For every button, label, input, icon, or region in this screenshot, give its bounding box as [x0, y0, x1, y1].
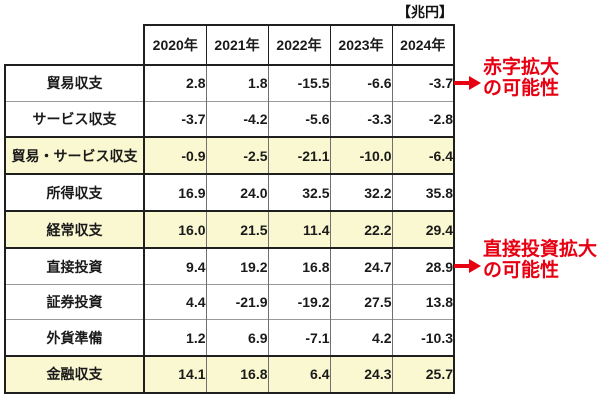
unit-label: 【兆円】: [397, 4, 453, 20]
table-row: 金融収支 14.1 16.8 6.4 24.3 25.7: [4, 354, 455, 395]
cell-value: 9.4: [144, 247, 207, 285]
header-row: 2020年 2021年 2022年 2023年 2024年: [5, 24, 455, 66]
table-row: 貿易・サービス収支 -0.9 -2.5 -21.1 -10.0 -6.4: [4, 136, 455, 175]
col-header-2020: 2020年: [143, 24, 207, 66]
cell-value: 35.8: [392, 173, 455, 212]
header-spacer: [5, 25, 144, 65]
row-label: サービス収支: [4, 100, 145, 138]
cell-value: 16.9: [144, 173, 207, 212]
cell-value: 13.8: [392, 283, 455, 320]
cell-value: -5.6: [268, 100, 331, 138]
row-label: 証券投資: [4, 283, 145, 320]
cell-value: 1.2: [144, 319, 207, 356]
annotation-deficit-expansion: 赤字拡大 の可能性: [483, 57, 559, 99]
table-row: 証券投資 4.4 -21.9 -19.2 27.5 13.8: [4, 283, 455, 320]
row-label: 経常収支: [4, 210, 145, 249]
table-row: サービス収支 -3.7 -4.2 -5.6 -3.3 -2.8: [4, 100, 455, 138]
row-label: 貿易・サービス収支: [4, 136, 145, 175]
cell-value: 28.9: [392, 247, 455, 285]
cell-value: -3.7: [144, 100, 207, 138]
table-row: 経常収支 16.0 21.5 11.4 22.2 29.4: [4, 210, 455, 249]
cell-value: -7.1: [268, 319, 331, 356]
cell-value: -2.5: [206, 136, 269, 175]
annotation-line: 赤字拡大: [483, 57, 560, 78]
cell-value: 6.9: [206, 319, 269, 356]
cell-value: -4.2: [206, 100, 269, 138]
row-label: 所得収支: [4, 173, 145, 212]
cell-value: -21.9: [206, 283, 269, 320]
cell-value: 16.8: [268, 247, 331, 285]
cell-value: 6.4: [268, 354, 331, 395]
annotation-line: の可能性: [483, 78, 560, 99]
table-row: 直接投資 9.4 19.2 16.8 24.7 28.9: [4, 247, 455, 285]
cell-value: -0.9: [144, 136, 207, 175]
arrow-right-icon: [454, 76, 481, 90]
col-header-2024: 2024年: [391, 24, 455, 66]
cell-value: -2.8: [392, 100, 455, 138]
table-row: 外貨準備 1.2 6.9 -7.1 4.2 -10.3: [4, 319, 455, 356]
annotation-direct-investment-expansion: 直接投資拡大 の可能性: [483, 239, 597, 281]
cell-value: 4.2: [330, 319, 393, 356]
cell-value: 24.3: [330, 354, 393, 395]
row-label: 貿易収支: [4, 63, 145, 102]
row-label: 外貨準備: [4, 319, 145, 356]
cell-value: 16.0: [144, 210, 207, 249]
cell-value: 2.8: [144, 63, 207, 102]
cell-value: 25.7: [392, 354, 455, 395]
col-header-2021: 2021年: [205, 24, 269, 66]
cell-value: 11.4: [268, 210, 331, 249]
cell-value: 16.8: [206, 354, 269, 395]
arrow-right-icon: [454, 259, 481, 273]
row-label: 直接投資: [4, 247, 145, 285]
cell-value: 32.5: [268, 173, 331, 212]
cell-value: 14.1: [144, 354, 207, 395]
cell-value: -3.7: [392, 63, 455, 102]
row-label: 金融収支: [4, 354, 145, 395]
cell-value: 29.4: [392, 210, 455, 249]
table-row: 貿易収支 2.8 1.8 -15.5 -6.6 -3.7: [4, 63, 455, 102]
cell-value: -19.2: [268, 283, 331, 320]
annotation-line: の可能性: [483, 260, 560, 281]
cell-value: 4.4: [144, 283, 207, 320]
cell-value: -21.1: [268, 136, 331, 175]
col-header-2023: 2023年: [329, 24, 393, 66]
cell-value: 24.0: [206, 173, 269, 212]
cell-value: -10.0: [330, 136, 393, 175]
cell-value: 27.5: [330, 283, 393, 320]
cell-value: 21.5: [206, 210, 269, 249]
cell-value: -6.6: [330, 63, 393, 102]
cell-value: -3.3: [330, 100, 393, 138]
cell-value: 1.8: [206, 63, 269, 102]
annotation-line: 直接投資拡大: [483, 239, 598, 260]
data-table: 2020年 2021年 2022年 2023年 2024年 貿易収支 2.8 1.8…: [4, 24, 455, 395]
cell-value: 22.2: [330, 210, 393, 249]
cell-value: 24.7: [330, 247, 393, 285]
cell-value: 32.2: [330, 173, 393, 212]
cell-value: -10.3: [392, 319, 455, 356]
cell-value: -15.5: [268, 63, 331, 102]
col-header-2022: 2022年: [267, 24, 331, 66]
cell-value: 19.2: [206, 247, 269, 285]
table-row: 所得収支 16.9 24.0 32.5 32.2 35.8: [4, 173, 455, 212]
cell-value: -6.4: [392, 136, 455, 175]
